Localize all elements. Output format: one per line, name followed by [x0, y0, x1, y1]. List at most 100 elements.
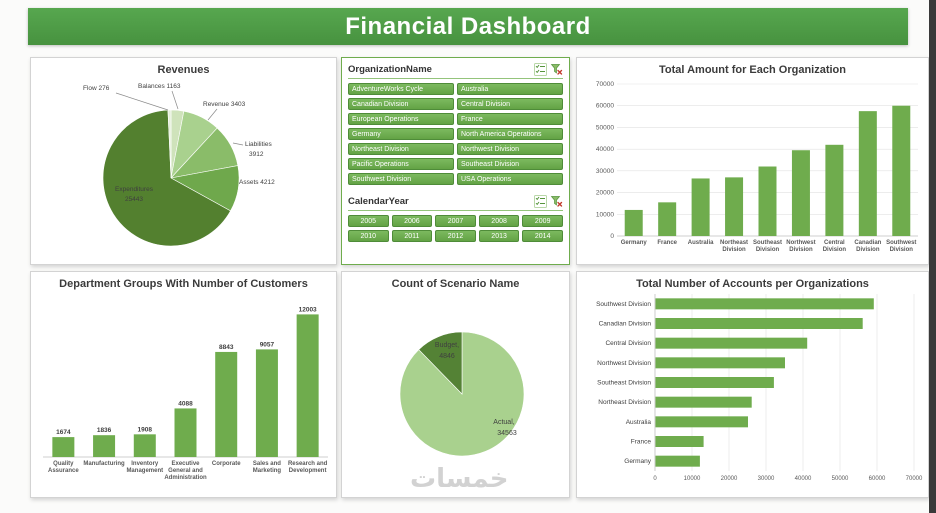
slicer-item[interactable]: 2013: [478, 230, 520, 242]
slicer-item[interactable]: Northwest Division: [457, 143, 563, 155]
pie-data-label: 4846: [439, 353, 455, 360]
slicer-item[interactable]: Australia: [457, 83, 563, 95]
x-tick-label: 0: [653, 476, 657, 482]
x-tick-label: 70000: [906, 476, 923, 482]
label-leader-line: [171, 90, 179, 110]
revenues-panel: Revenues Balances 1163 Revenue 3403 Liabil…: [30, 57, 337, 265]
revenues-pie-chart: Balances 1163 Revenue 3403 Liabilities 3912…: [31, 58, 336, 264]
label-leader-line: [232, 142, 244, 146]
x-category-label: Development: [289, 468, 327, 474]
y-tick-label: 20000: [596, 190, 614, 197]
x-category-label: Division: [890, 247, 914, 253]
label-leader-line: [115, 92, 169, 111]
slicer-item[interactable]: USA Operations: [457, 173, 563, 185]
slicer-item[interactable]: 2014: [522, 230, 563, 242]
label-leader-line: [207, 108, 218, 121]
slicer-item[interactable]: 2006: [391, 215, 433, 227]
slicer-item[interactable]: 2011: [391, 230, 433, 242]
pie-slice: [418, 331, 463, 395]
calendar-year-slicer-items: 2005 2006 2007 2008 2009 2010 2011 2012 2013 2014: [348, 215, 563, 242]
bar: [725, 177, 744, 236]
bar: [655, 416, 748, 428]
bar-value-label: 8843: [219, 344, 234, 351]
x-category-label: Division: [856, 247, 880, 253]
x-category-label: Division: [722, 247, 746, 253]
pie-data-label: Budget,: [435, 342, 459, 349]
pie-data-label: Revenue 3403: [203, 101, 246, 108]
slicer-item[interactable]: 2007: [435, 215, 476, 227]
slicer-item[interactable]: Canadian Division: [348, 98, 454, 110]
bar: [892, 105, 911, 237]
dashboard-header: Financial Dashboard: [28, 8, 908, 45]
accounts-hbar-chart: 0 10000 20000 30000 40000 50000 60000 70000 Sout…: [577, 272, 928, 497]
bar: [133, 434, 156, 457]
slicer-item[interactable]: Germany: [348, 128, 454, 140]
slicer-item[interactable]: Southeast Division: [457, 158, 563, 170]
x-category-label: Australia: [688, 240, 714, 246]
y-tick-label: 50000: [596, 124, 614, 131]
bar: [791, 150, 810, 236]
slicer-item[interactable]: Northeast Division: [348, 143, 454, 155]
slicer-item[interactable]: Pacific Operations: [348, 158, 454, 170]
x-category-label: Division: [789, 247, 813, 253]
multi-select-icon[interactable]: [534, 195, 547, 208]
y-tick-label: 40000: [596, 146, 614, 153]
x-category-label: Inventory: [131, 461, 159, 467]
watermark: خمسات: [410, 464, 509, 494]
slicer-item[interactable]: Southwest Division: [348, 173, 454, 185]
bar: [655, 377, 774, 388]
slicer-item[interactable]: Central Division: [457, 98, 563, 110]
y-tick-label: 30000: [596, 168, 614, 175]
bar: [655, 396, 752, 408]
x-category-label: Division: [756, 247, 780, 253]
window-edge-strip: [929, 0, 936, 513]
calendar-year-slicer: CalendarYear 2005 2006 2007 2008 2009 2: [348, 195, 563, 242]
total-amount-chart-title: Total Amount for Each Organization: [659, 64, 846, 76]
calendar-year-slicer-icons: [534, 195, 563, 208]
bar: [655, 357, 785, 369]
bar: [624, 209, 643, 236]
bar-value-label: 4088: [178, 400, 193, 407]
y-category-label: Australia: [626, 419, 652, 426]
revenues-chart-title: Revenues: [157, 64, 210, 76]
y-tick-label: 70000: [596, 81, 614, 88]
multi-select-icon[interactable]: [534, 63, 547, 76]
x-category-label: Research and: [288, 461, 328, 467]
slicer-item[interactable]: North America Operations: [457, 128, 563, 140]
x-category-label: Sales and: [253, 461, 281, 467]
x-category-label: Executive: [171, 461, 200, 467]
accounts-panel: Total Number of Accounts per Organizatio…: [576, 271, 929, 498]
slicer-item[interactable]: France: [457, 113, 563, 125]
department-groups-bar-chart: 1674 Quality Assurance 1836 Manufacturing 190…: [31, 272, 336, 497]
organization-slicer-items: AdventureWorks Cycle Australia Canadian Di…: [348, 83, 563, 185]
x-category-label: General and: [168, 468, 203, 474]
x-tick-label: 30000: [758, 476, 775, 482]
x-tick-label: 60000: [869, 476, 886, 482]
slicer-item[interactable]: AdventureWorks Cycle: [348, 83, 454, 95]
slicer-item[interactable]: European Operations: [348, 113, 454, 125]
department-groups-panel: Department Groups With Number of Custome…: [30, 271, 337, 498]
slicer-item[interactable]: 2010: [348, 230, 389, 242]
pie-data-label: 3912: [249, 151, 264, 158]
slicer-item[interactable]: 2008: [478, 215, 520, 227]
organization-slicer-icons: [534, 63, 563, 76]
slicer-item[interactable]: 2005: [348, 215, 389, 227]
clear-filter-icon[interactable]: [550, 63, 563, 76]
x-category-label: Southwest: [886, 240, 916, 246]
x-category-label: France: [657, 240, 677, 246]
y-category-label: Northwest Division: [597, 360, 651, 367]
pie-data-label: 25443: [125, 196, 143, 203]
x-category-label: Northeast: [720, 240, 748, 246]
bar: [255, 349, 278, 457]
bar-value-label: 12003: [299, 306, 317, 313]
slicer-item[interactable]: 2012: [435, 230, 476, 242]
organization-slicer: OrganizationName AdventureWorks Cy: [348, 63, 563, 185]
pie-data-label: Liabilities: [245, 141, 272, 148]
pie-data-label: Flow 276: [83, 85, 110, 92]
slicer-item[interactable]: 2009: [522, 215, 563, 227]
x-tick-label: 40000: [795, 476, 812, 482]
bar: [296, 314, 319, 457]
clear-filter-icon[interactable]: [550, 195, 563, 208]
y-category-label: Germany: [624, 458, 651, 465]
accounts-chart-title: Total Number of Accounts per Organizatio…: [636, 278, 869, 290]
